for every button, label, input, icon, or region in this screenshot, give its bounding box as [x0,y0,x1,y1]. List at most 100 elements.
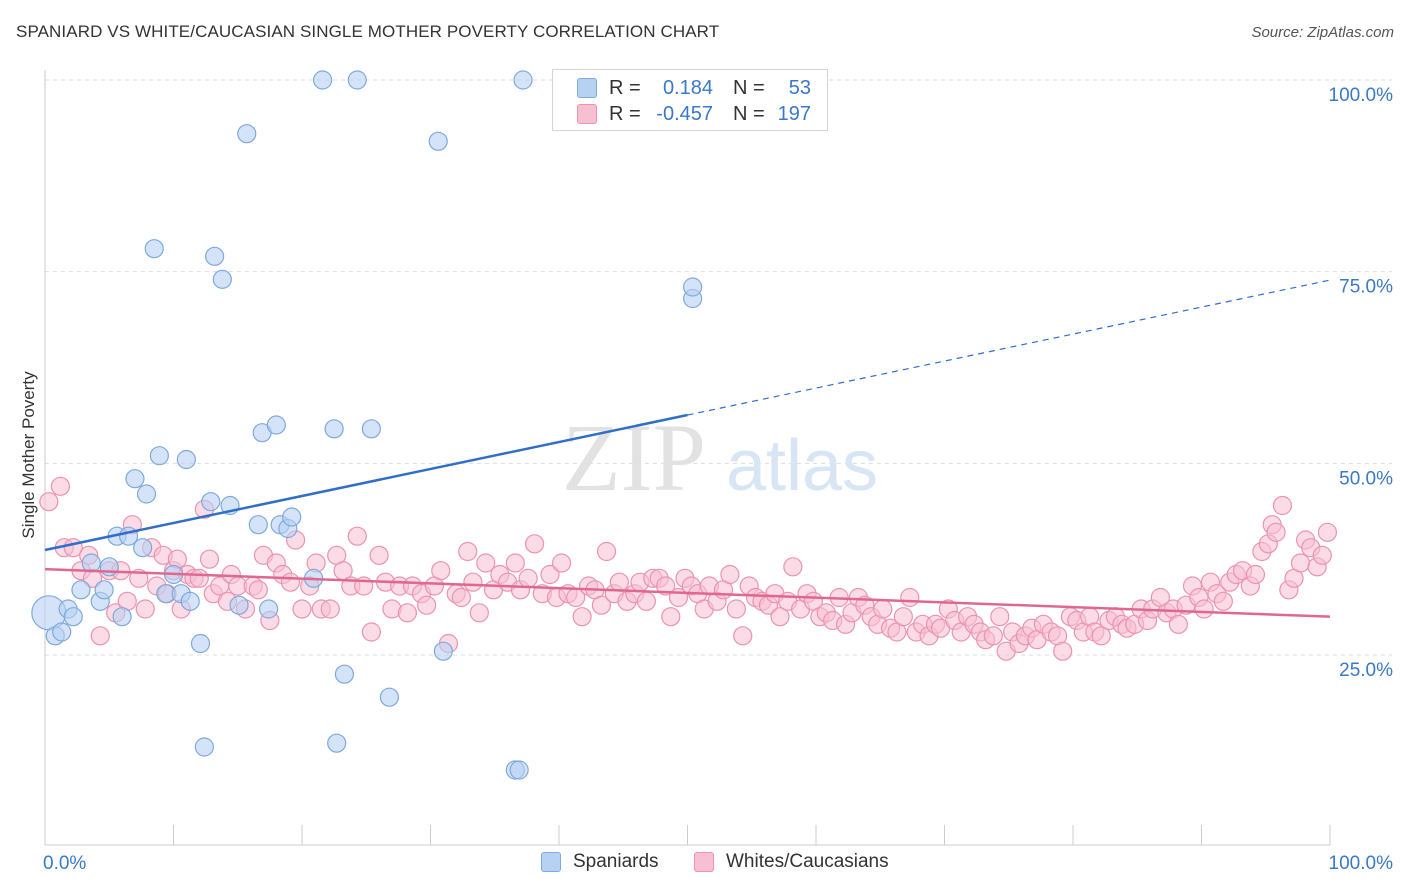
legend-item-spaniards: Spaniards [541,851,659,873]
data-point-spaniards [513,70,533,90]
data-point-spaniards [99,557,119,577]
data-point-spaniards [379,687,399,707]
legend-n-value: 53 [788,76,811,99]
legend-swatch-pink [577,104,597,124]
data-point-whites-caucasians [636,591,656,611]
data-point-spaniards [112,607,132,627]
data-point-whites-caucasians [417,595,437,615]
y-tick-label: 50.0% [1339,468,1393,489]
data-point-whites-caucasians [1194,599,1214,619]
data-point-spaniards [334,664,355,684]
data-point-whites-caucasians [1245,564,1266,585]
data-point-whites-caucasians [135,599,155,619]
data-point-whites-caucasians [292,599,312,619]
y-tick-label: 100.0% [1329,85,1394,106]
data-point-spaniards [248,515,268,535]
legend-item-label: Spaniards [573,851,659,872]
data-point-spaniards [433,641,453,661]
legend-item-whites-caucasians: Whites/Caucasians [694,851,889,873]
data-point-spaniards [212,269,232,289]
data-point-whites-caucasians [463,572,483,592]
trendline-spaniards [44,413,688,552]
series-legend: Spaniards Whites/Caucasians [0,851,1406,877]
legend-r-label: R = [609,76,641,99]
legend-swatch-blue [541,852,561,872]
data-point-whites-caucasians [893,607,913,627]
trendline-spaniards-extension [687,279,1331,416]
legend-n-value: 197 [777,102,811,125]
data-point-spaniards [266,415,286,435]
data-point-whites-caucasians [591,595,612,615]
data-point-spaniards [194,737,214,757]
data-point-spaniards [205,246,225,266]
data-point-whites-caucasians [1091,626,1111,646]
data-point-spaniards [136,484,157,504]
data-point-whites-caucasians [347,526,367,546]
data-point-whites-caucasians [248,580,268,600]
data-point-spaniards [282,507,302,527]
data-point-whites-caucasians [458,541,478,562]
legend-r-value: -0.457 [656,102,713,125]
data-point-whites-caucasians [990,607,1010,627]
data-point-whites-caucasians [199,549,220,569]
data-point-whites-caucasians [369,545,389,565]
watermark-zip: ZIP [562,404,706,511]
y-tick-label: 75.0% [1339,277,1393,298]
data-point-whites-caucasians [733,626,753,646]
data-point-whites-caucasians [661,607,681,627]
legend-r-label: R = [609,102,641,125]
data-point-spaniards [509,760,529,780]
data-point-whites-caucasians [1272,495,1293,516]
data-point-spaniards [312,70,333,90]
legend-row-spaniards: R = 0.184 N = 53 [577,76,811,100]
watermark-atlas: atlas [726,426,878,506]
data-point-whites-caucasians [50,476,71,496]
grid-lines [45,79,1392,656]
data-point-spaniards [347,70,367,90]
y-tick-label: 25.0% [1339,660,1393,681]
chart-title: SPANIARD VS WHITE/CAUCASIAN SINGLE MOTHE… [16,22,720,41]
data-point-spaniards [133,538,153,558]
data-point-spaniards [428,131,448,151]
data-point-whites-caucasians [540,564,560,585]
correlation-legend: R = 0.184 N = 53 R = -0.457 N = 197 [552,69,828,131]
data-point-whites-caucasians [770,607,790,627]
data-point-spaniards [63,607,83,627]
data-point-whites-caucasians [783,557,803,577]
data-point-spaniards [361,419,381,439]
data-point-whites-caucasians [90,626,110,646]
data-point-spaniards [258,599,279,619]
data-point-whites-caucasians [320,599,340,619]
data-point-whites-caucasians [280,572,301,592]
data-point-whites-caucasians [726,599,746,619]
data-point-spaniards [190,633,211,654]
data-point-whites-caucasians [551,553,572,573]
data-point-whites-caucasians [873,599,893,619]
source-label: Source: ZipAtlas.com [1251,24,1394,41]
data-point-whites-caucasians [451,587,471,608]
data-point-whites-caucasians [189,568,209,588]
legend-row-whites: R = -0.457 N = 197 [577,102,811,126]
data-point-spaniards [201,492,221,512]
axes [44,70,1331,846]
data-point-whites-caucasians [900,587,920,608]
trendline-whites-caucasians [44,567,1331,618]
data-point-whites-caucasians [572,607,592,627]
data-point-whites-caucasians [518,568,538,588]
data-point-whites-caucasians [1317,522,1338,542]
data-point-spaniards [149,446,169,466]
data-point-whites-caucasians [1266,522,1286,542]
x-tick-label: 100.0% [1329,853,1394,874]
data-point-whites-caucasians [1312,545,1332,565]
data-point-whites-caucasians [609,572,629,592]
data-point-spaniards [229,595,249,615]
data-point-whites-caucasians [476,553,496,573]
legend-swatch-pink [694,852,714,872]
data-point-spaniards [683,277,703,297]
x-tick-label: 0.0% [43,853,86,874]
data-point-whites-caucasians [656,576,676,596]
data-point-whites-caucasians [983,626,1003,646]
data-point-whites-caucasians [431,561,451,581]
data-point-whites-caucasians [397,603,417,623]
